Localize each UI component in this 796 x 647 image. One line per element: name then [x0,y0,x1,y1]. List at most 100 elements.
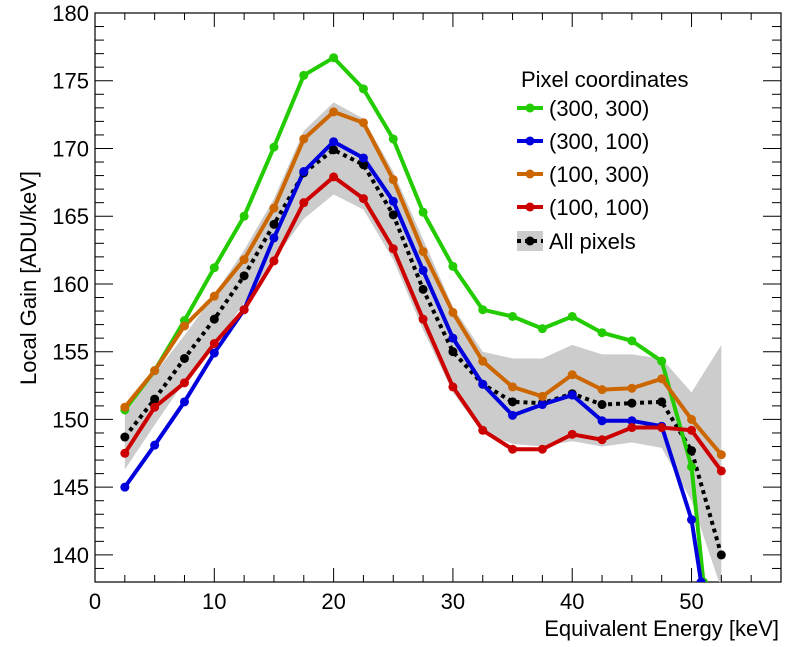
series-point-300-100 [120,482,130,492]
legend-label-all-pixels: All pixels [549,229,636,254]
series-point-all-pixels [209,314,219,324]
series-point-300-300 [478,305,488,315]
series-point-100-100 [448,382,458,392]
series-point-300-100 [448,333,458,343]
series-point-300-100 [179,397,189,407]
series-point-all-pixels [716,550,726,560]
series-point-100-300 [388,175,398,185]
legend-label-300-300: (300, 300) [549,96,649,121]
series-point-300-100 [388,196,398,206]
series-point-100-100 [269,256,279,266]
series-point-100-100 [179,378,189,388]
x-tick-label: 50 [679,589,703,614]
series-point-100-100 [120,448,130,458]
series-point-100-100 [418,314,428,324]
series-point-all-pixels [388,210,398,220]
legend-marker-all-pixels [525,236,535,246]
series-point-300-100 [597,416,607,426]
series-point-all-pixels [418,284,428,294]
series-point-300-300 [209,263,219,273]
series-point-300-300 [239,211,249,221]
series-point-100-300 [299,134,309,144]
series-point-100-100 [329,172,339,182]
series-point-100-100 [299,198,309,208]
series-point-100-100 [388,244,398,254]
legend-marker-300-300 [525,103,535,113]
series-point-300-100 [269,233,279,243]
series-point-100-100 [478,425,488,435]
legend-title: Pixel coordinates [521,67,689,92]
series-point-300-300 [657,356,667,366]
legend-marker-100-100 [525,202,535,212]
y-tick-label: 165 [52,204,89,229]
series-point-100-100 [150,402,160,412]
series-point-all-pixels [329,145,339,155]
legend-marker-100-300 [525,169,535,179]
series-point-300-100 [696,577,706,582]
series-point-300-300 [508,311,518,321]
y-tick-label: 155 [52,340,89,365]
series-point-100-300 [269,203,279,213]
series-point-300-100 [567,390,577,400]
series-point-100-300 [508,382,518,392]
y-axis-title: Local Gain [ADU/keV] [16,171,41,385]
x-tick-label: 40 [560,589,584,614]
series-point-300-100 [687,515,697,525]
series-point-100-300 [716,450,726,460]
series-point-all-pixels [508,397,518,407]
series-point-300-300 [329,53,339,63]
series-point-100-300 [150,366,160,376]
x-tick-label: 0 [89,589,101,614]
series-point-300-300 [597,328,607,338]
series-point-300-300 [299,70,309,80]
series-point-300-100 [150,440,160,450]
y-tick-label: 175 [52,69,89,94]
series-point-100-300 [179,321,189,331]
x-tick-label: 10 [202,589,226,614]
series-point-all-pixels [179,353,189,363]
series-point-100-300 [687,414,697,424]
series-point-100-100 [537,444,547,454]
series-point-300-300 [388,134,398,144]
series-point-all-pixels [120,432,130,442]
series-point-300-100 [478,379,488,389]
y-tick-label: 145 [52,475,89,500]
series-point-300-100 [537,400,547,410]
series-point-100-300 [478,356,488,366]
series-point-100-100 [567,429,577,439]
series-point-100-100 [597,435,607,445]
series-point-all-pixels [150,394,160,404]
x-tick-label: 20 [321,589,345,614]
series-point-all-pixels [657,397,667,407]
y-tick-label: 140 [52,543,89,568]
series-point-300-300 [567,311,577,321]
series-point-300-100 [329,137,339,147]
series-point-100-100 [239,305,249,315]
series-point-100-300 [657,374,667,384]
series-point-300-300 [418,207,428,217]
series-point-300-100 [508,410,518,420]
series-point-100-100 [716,466,726,476]
series-point-300-300 [269,142,279,152]
series-point-300-300 [687,462,697,472]
legend-label-100-100: (100, 100) [549,195,649,220]
y-tick-label: 160 [52,272,89,297]
series-point-300-300 [537,324,547,334]
series-point-300-100 [299,167,309,177]
series-point-300-100 [209,348,219,358]
series-point-all-pixels [239,271,249,281]
series-point-100-300 [597,385,607,395]
legend-marker-300-100 [525,136,535,146]
series-point-100-300 [418,246,428,256]
series-point-all-pixels [627,398,637,408]
series-point-300-100 [627,416,637,426]
series-point-100-300 [120,402,130,412]
series-point-100-100 [687,425,697,435]
series-point-100-100 [657,423,667,433]
series-point-100-300 [627,383,637,393]
x-tick-label: 30 [441,589,465,614]
y-tick-label: 150 [52,407,89,432]
series-point-300-100 [418,265,428,275]
series-point-all-pixels [269,219,279,229]
